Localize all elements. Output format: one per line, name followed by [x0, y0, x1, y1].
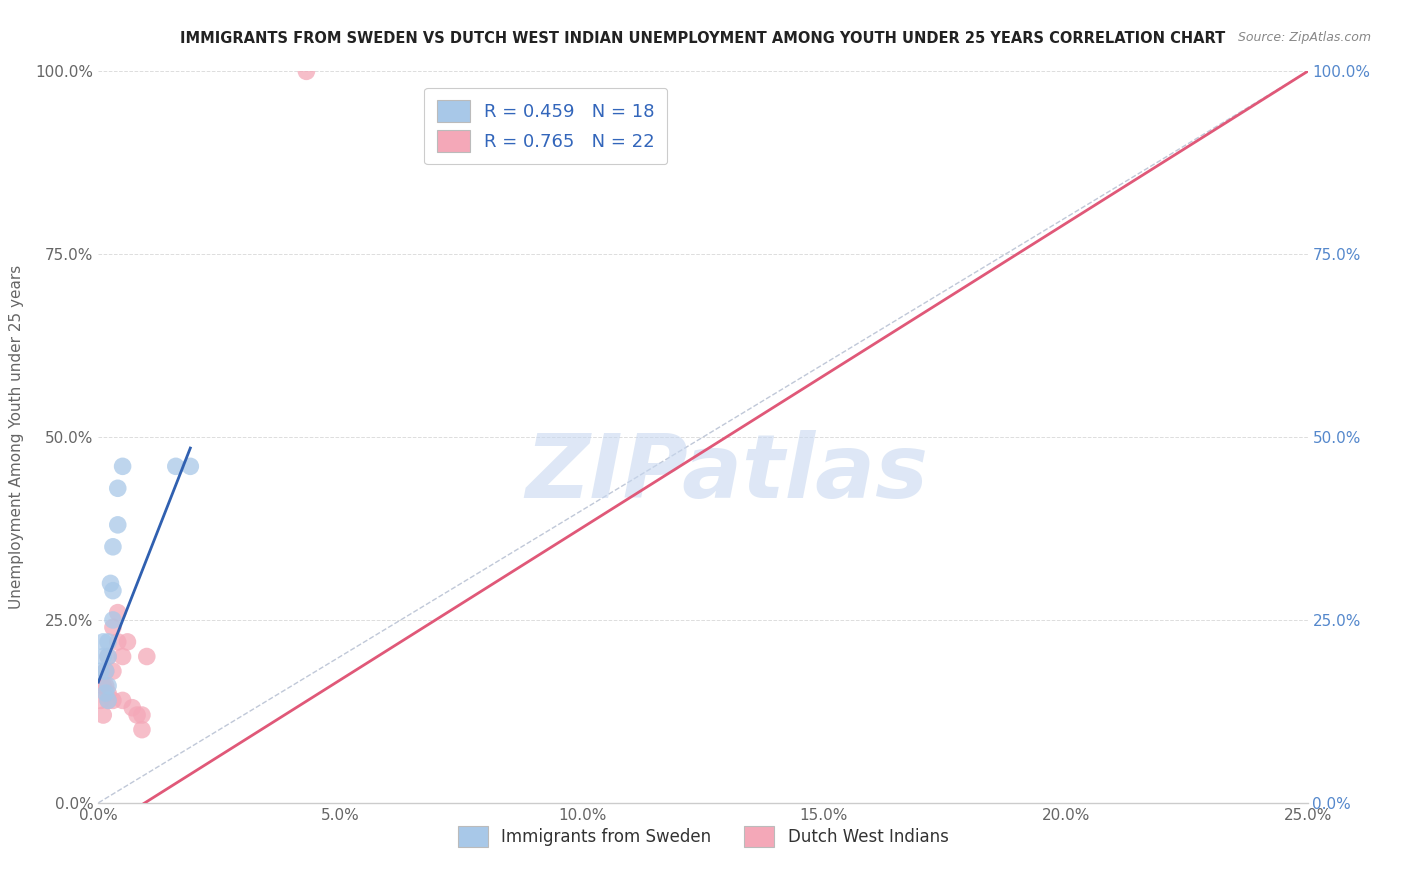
Point [165, 459, 187, 474]
Point [97, 649, 120, 664]
Point [97, 649, 120, 664]
Point [127, 708, 149, 723]
Point [111, 459, 134, 474]
Text: Source: ZipAtlas.com: Source: ZipAtlas.com [1237, 31, 1371, 45]
Point [117, 635, 139, 649]
Point [107, 481, 129, 495]
Point [131, 708, 153, 723]
Point [107, 635, 129, 649]
Point [94, 679, 117, 693]
Point [97, 693, 120, 707]
Legend: Immigrants from Sweden, Dutch West Indians: Immigrants from Sweden, Dutch West India… [447, 816, 959, 856]
Point [101, 664, 124, 678]
Point [97, 693, 120, 707]
Point [107, 606, 129, 620]
Point [131, 723, 153, 737]
Text: IMMIGRANTS FROM SWEDEN VS DUTCH WEST INDIAN UNEMPLOYMENT AMONG YOUTH UNDER 25 YE: IMMIGRANTS FROM SWEDEN VS DUTCH WEST IND… [180, 31, 1226, 46]
Point [107, 517, 129, 532]
Point [101, 613, 124, 627]
Point [135, 649, 157, 664]
Point [91, 708, 114, 723]
Point [94, 686, 117, 700]
Point [90, 693, 112, 707]
Point [91, 635, 114, 649]
Point [179, 459, 201, 474]
Point [111, 693, 134, 707]
Point [91, 649, 114, 664]
Point [97, 686, 120, 700]
Point [121, 700, 143, 714]
Point [94, 664, 117, 678]
Point [97, 635, 120, 649]
Point [100, 576, 122, 591]
Point [101, 693, 124, 707]
Point [97, 679, 120, 693]
Text: ZIPatlas: ZIPatlas [526, 430, 929, 517]
Point [295, 64, 318, 78]
Point [111, 649, 134, 664]
Point [101, 620, 124, 634]
Point [101, 540, 124, 554]
Point [94, 664, 117, 678]
Point [90, 664, 112, 678]
Point [91, 679, 114, 693]
Y-axis label: Unemployment Among Youth under 25 years: Unemployment Among Youth under 25 years [10, 265, 24, 609]
Point [101, 583, 124, 598]
